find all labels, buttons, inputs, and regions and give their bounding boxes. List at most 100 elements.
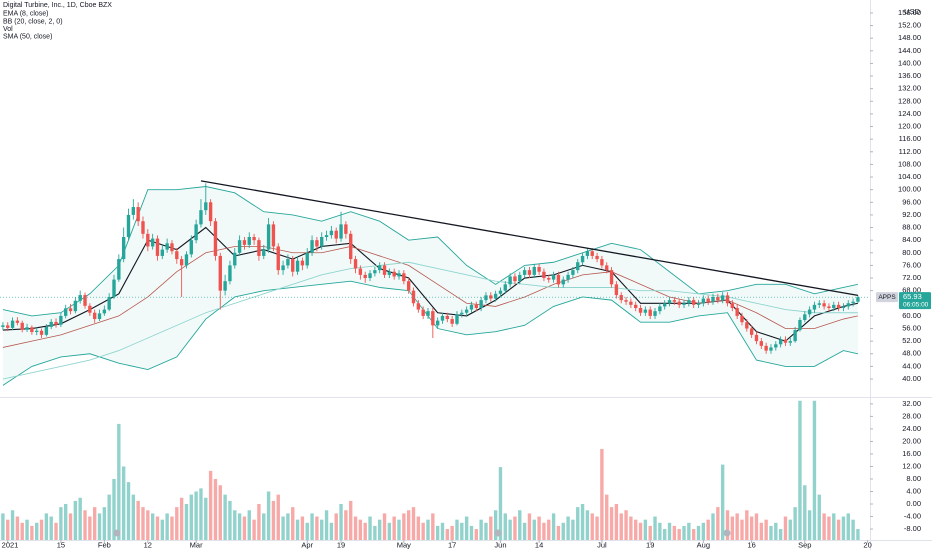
volume-bar	[150, 513, 155, 540]
volume-bar	[25, 519, 29, 540]
candle-body	[687, 300, 691, 304]
candle-body	[305, 252, 309, 266]
candle-body	[841, 306, 846, 309]
candle-body	[812, 304, 817, 310]
y-tick-label: 132.00	[898, 84, 921, 93]
bollinger-lower	[2, 280, 859, 386]
volume-bar	[324, 510, 329, 540]
candle-body	[315, 240, 319, 247]
volume-bar	[387, 522, 392, 540]
volume-bar	[450, 525, 454, 540]
candle-body	[677, 301, 681, 305]
candle-body	[542, 271, 546, 279]
volume-bar	[769, 525, 773, 540]
volume-bar	[619, 513, 623, 540]
volume-bar	[600, 448, 604, 540]
candle-body	[324, 235, 329, 238]
candle-body	[498, 290, 503, 294]
candle-body	[706, 298, 710, 302]
volume-bar	[411, 507, 416, 540]
candle-body	[537, 266, 541, 272]
candle-body	[817, 303, 821, 305]
volume-bar	[416, 516, 421, 540]
last-price-label: 65.93	[903, 292, 922, 301]
candle-body	[667, 300, 672, 304]
volume-bar	[754, 513, 759, 540]
volume-bar	[218, 485, 222, 540]
volume-bar	[711, 513, 715, 540]
candle-body	[382, 265, 387, 275]
y-tick-label: 44.00	[902, 361, 921, 370]
volume-bar	[266, 491, 271, 540]
candle-body	[735, 308, 739, 316]
candle-body	[49, 321, 53, 327]
ticker-label-box	[876, 292, 898, 303]
volume-bar	[223, 494, 227, 540]
x-tick-label: Jul	[597, 540, 607, 549]
candle-body	[102, 309, 107, 314]
candle-body	[160, 249, 165, 256]
candle-body	[643, 309, 648, 313]
y-tick-label: 112.00	[899, 147, 921, 156]
volume-bar	[286, 513, 290, 540]
candle-body	[363, 274, 367, 279]
volume-bar	[242, 516, 247, 540]
y-tick-label: 76.00	[902, 260, 921, 269]
volume-bar	[237, 513, 242, 540]
volume-bar	[184, 504, 189, 540]
candle-body	[310, 240, 314, 253]
volume-bar	[68, 513, 73, 540]
y-tick-label: 40.00	[902, 374, 921, 383]
candle-body	[595, 255, 599, 260]
volume-bar	[513, 516, 517, 540]
candle-body	[35, 330, 39, 332]
volume-y-tick-label: 24.00	[902, 424, 921, 433]
volume-bar	[720, 464, 725, 540]
volume-bar	[204, 497, 208, 540]
volume-bar	[247, 510, 251, 540]
volume-bar	[175, 507, 179, 540]
y-tick-label: 144.00	[898, 46, 921, 55]
candle-body	[508, 276, 512, 285]
volume-bar	[358, 519, 363, 540]
bollinger-upper	[2, 186, 859, 317]
volume-bar	[421, 522, 425, 540]
candle-body	[276, 246, 280, 271]
candle-body	[329, 230, 334, 236]
x-tick-label: 17	[448, 540, 456, 549]
candle-body	[228, 265, 232, 282]
volume-bar	[445, 529, 450, 540]
candle-body	[368, 273, 372, 279]
candle-body	[614, 284, 619, 296]
candle-body	[387, 271, 392, 275]
volume-bar	[749, 516, 754, 540]
volume-bar	[677, 529, 681, 540]
volume-bar	[701, 522, 706, 540]
candle-body	[793, 330, 797, 342]
volume-bar	[320, 519, 324, 540]
candle-body	[242, 240, 247, 245]
candle-body	[257, 240, 261, 256]
volume-y-tick-label: 28.00	[902, 411, 921, 420]
candle-body	[455, 314, 459, 324]
candle-body	[155, 238, 160, 256]
volume-bar	[778, 529, 783, 540]
candle-body	[252, 237, 256, 241]
candle-body	[778, 339, 783, 345]
volume-bar	[59, 507, 63, 540]
candle-body	[701, 298, 706, 304]
volume-bar	[856, 529, 860, 540]
volume-bar	[663, 529, 667, 540]
candle-body	[672, 300, 677, 302]
candle-body	[551, 274, 556, 280]
volume-bar	[440, 522, 445, 540]
candle-body	[397, 273, 401, 277]
candle-body	[373, 270, 377, 274]
volume-bar	[716, 507, 720, 540]
candle-body	[600, 259, 604, 266]
candle-body	[295, 260, 300, 272]
candle-body	[344, 224, 348, 234]
y-tick-label: 88.00	[902, 223, 921, 232]
candle-body	[754, 334, 759, 342]
